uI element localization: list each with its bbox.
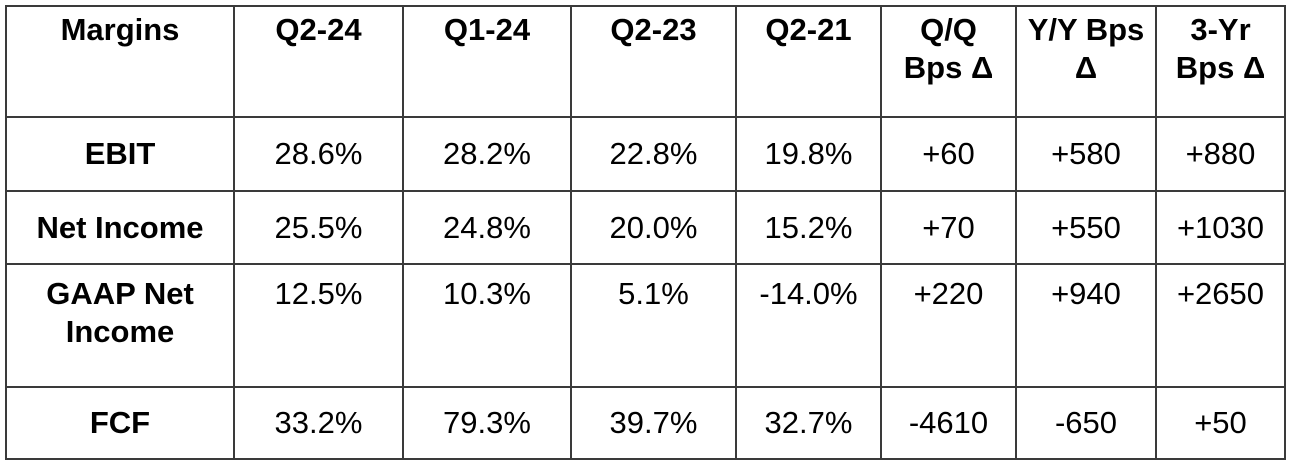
cell: +880 [1155,116,1286,192]
table-row: GAAP Net Income 12.5% 10.3% 5.1% -14.0% +220 +… [5,263,1286,388]
margins-table: Margins Q2-24 Q1-24 Q2-23 Q2-21 Q/Q Bps Δ Y/Y … [5,5,1286,460]
cell: +940 [1015,263,1157,388]
table-body: EBIT 28.6% 28.2% 22.8% 19.8% +60 +580 +880 Net I… [5,116,1286,460]
cell: +60 [880,116,1017,192]
table-row: FCF 33.2% 79.3% 39.7% 32.7% -4610 -650 +50 [5,386,1286,460]
cell: 28.2% [402,116,572,192]
cell: 10.3% [402,263,572,388]
table-row: Net Income 25.5% 24.8% 20.0% 15.2% +70 +550 +10… [5,190,1286,265]
cell: -14.0% [735,263,882,388]
cell: +70 [880,190,1017,265]
cell: 28.6% [233,116,404,192]
header-cell: Q2-21 [735,5,882,118]
cell: 25.5% [233,190,404,265]
header-row: Margins Q2-24 Q1-24 Q2-23 Q2-21 Q/Q Bps Δ Y/Y … [5,5,1286,118]
cell: 20.0% [570,190,737,265]
cell: +1030 [1155,190,1286,265]
cell: 24.8% [402,190,572,265]
cell: -650 [1015,386,1157,460]
cell: -4610 [880,386,1017,460]
header-cell: Q2-23 [570,5,737,118]
cell: +2650 [1155,263,1286,388]
header-cell: Q2-24 [233,5,404,118]
header-cell: Q1-24 [402,5,572,118]
cell: 79.3% [402,386,572,460]
cell: 33.2% [233,386,404,460]
table-row: EBIT 28.6% 28.2% 22.8% 19.8% +60 +580 +880 [5,116,1286,192]
cell: 39.7% [570,386,737,460]
row-label: EBIT [5,116,235,192]
cell: 32.7% [735,386,882,460]
cell: 12.5% [233,263,404,388]
cell: +580 [1015,116,1157,192]
cell: +550 [1015,190,1157,265]
cell: 22.8% [570,116,737,192]
cell: +220 [880,263,1017,388]
cell: 5.1% [570,263,737,388]
header-cell: Q/Q Bps Δ [880,5,1017,118]
cell: 19.8% [735,116,882,192]
row-label: Net Income [5,190,235,265]
row-label: FCF [5,386,235,460]
row-label: GAAP Net Income [5,263,235,388]
header-cell: Y/Y Bps Δ [1015,5,1157,118]
cell: 15.2% [735,190,882,265]
cell: +50 [1155,386,1286,460]
header-cell: 3-Yr Bps Δ [1155,5,1286,118]
header-cell: Margins [5,5,235,118]
